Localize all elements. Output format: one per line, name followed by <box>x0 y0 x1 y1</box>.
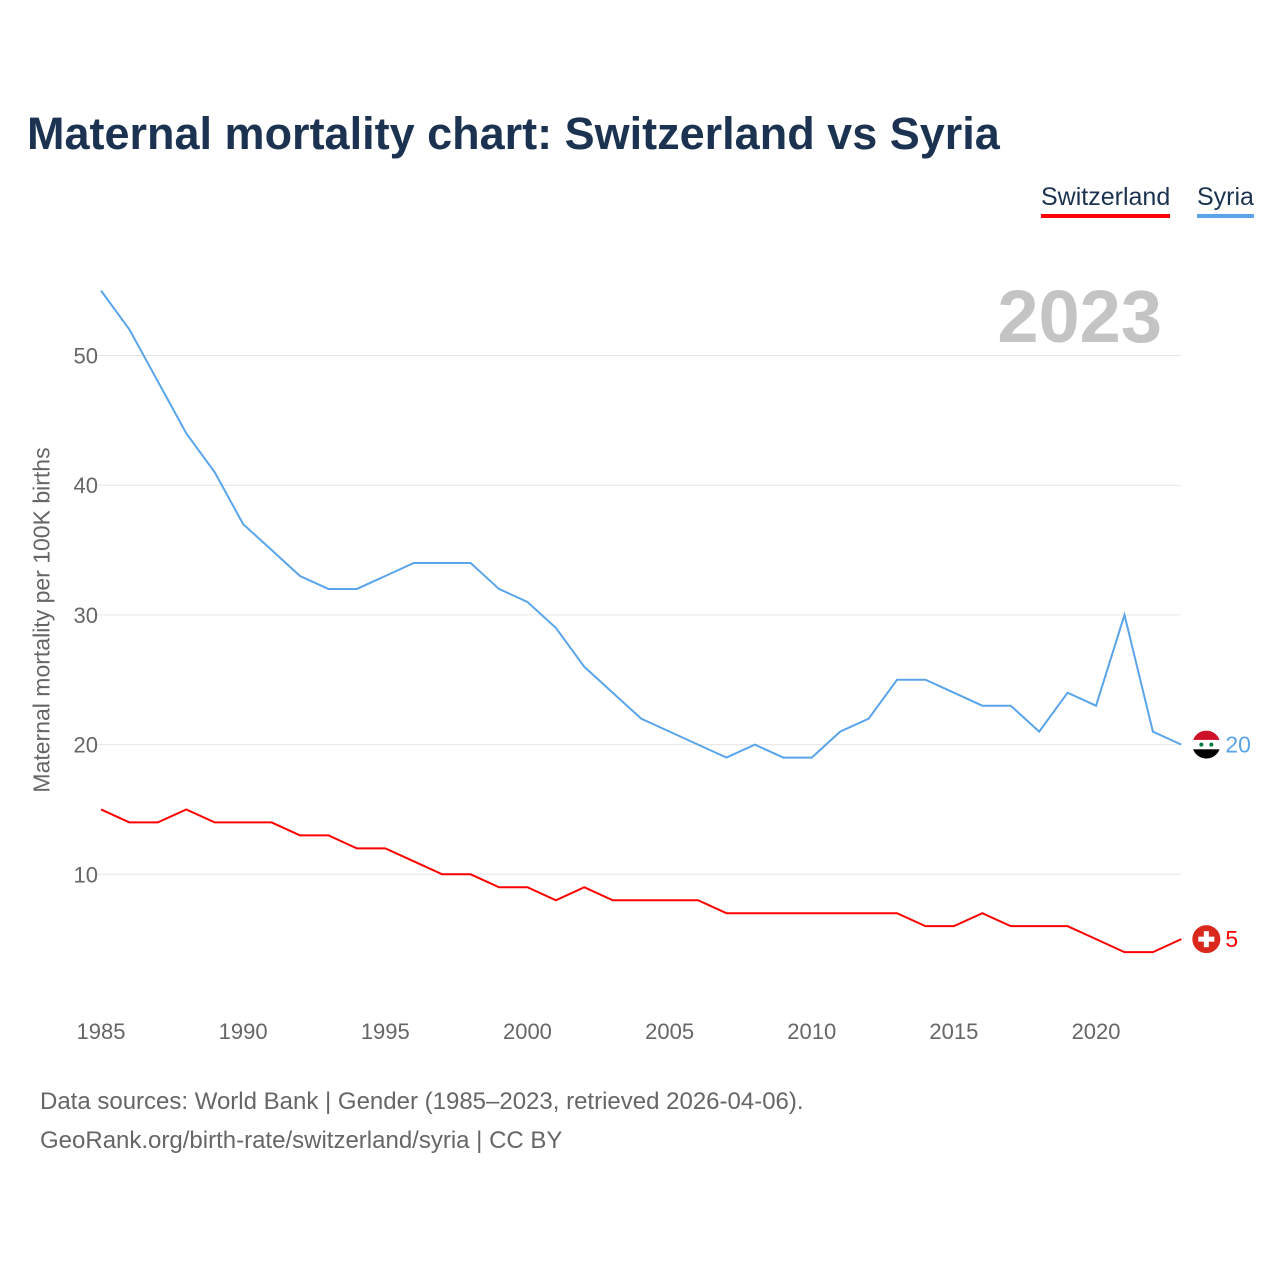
x-tick-label: 2015 <box>929 1019 978 1044</box>
x-tick-label: 1990 <box>219 1019 268 1044</box>
x-tick-label: 1995 <box>361 1019 410 1044</box>
syria-flag-icon <box>1192 730 1221 759</box>
source-line: Data sources: World Bank | Gender (1985–… <box>40 1088 804 1115</box>
end-value-label: 20 <box>1225 732 1251 758</box>
x-tick-label: 2020 <box>1072 1019 1121 1044</box>
x-tick-label: 2010 <box>787 1019 836 1044</box>
series-line-syria <box>100 290 1182 759</box>
y-tick-label: 20 <box>74 733 98 758</box>
x-tick-label: 2005 <box>645 1019 694 1044</box>
legend-syria[interactable]: Syria <box>1197 183 1254 218</box>
series-line-switzerland <box>100 808 1182 954</box>
y-tick-label: 30 <box>74 603 98 628</box>
year-display: 2023 <box>997 275 1162 358</box>
chart-title: Maternal mortality chart: Switzerland vs… <box>27 108 1000 159</box>
y-tick-label: 50 <box>74 344 98 369</box>
flag-cross <box>1203 931 1209 948</box>
y-tick-label: 10 <box>74 862 98 887</box>
x-tick-label: 1985 <box>77 1019 126 1044</box>
end-value-label: 5 <box>1225 926 1238 952</box>
x-tick-label: 2000 <box>503 1019 552 1044</box>
source-url[interactable]: GeoRank.org/birth-rate/switzerland/syria… <box>40 1127 563 1154</box>
legend-switzerland[interactable]: Switzerland <box>1041 183 1171 218</box>
y-tick-label: 40 <box>74 473 98 498</box>
